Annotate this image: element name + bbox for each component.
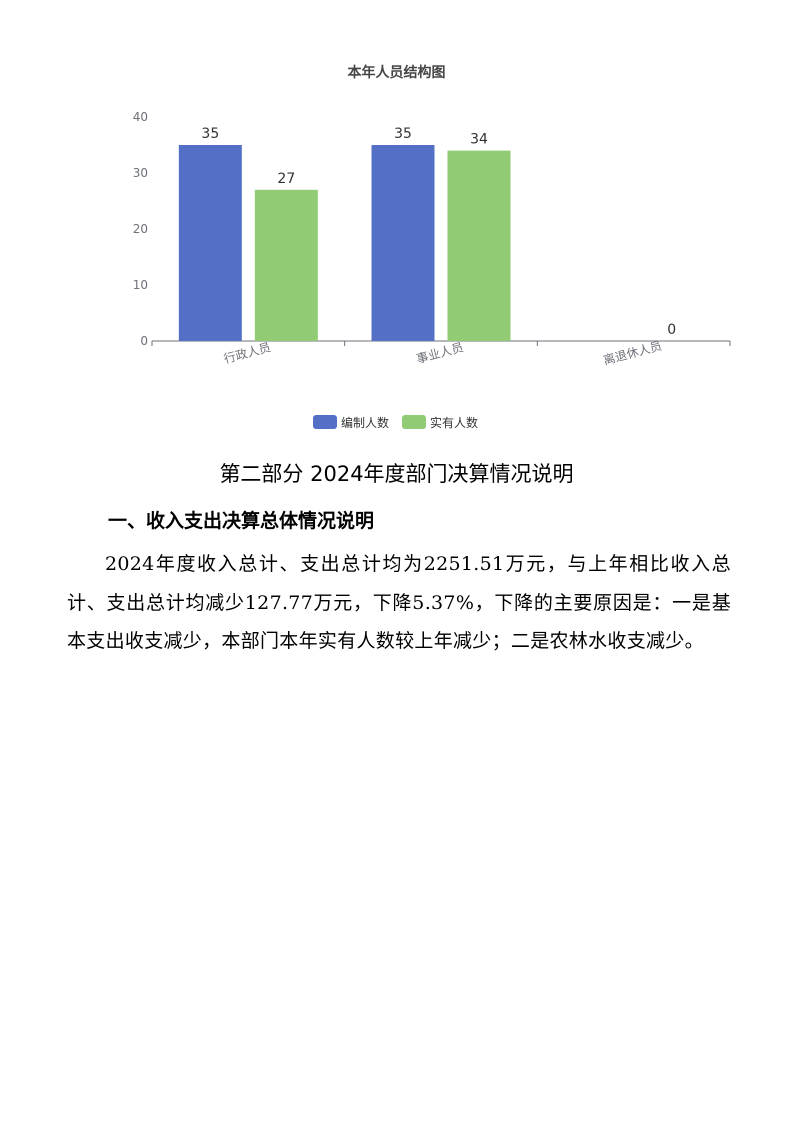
- section-title: 第二部分 2024年度部门决算情况说明: [219, 462, 574, 486]
- y-tick-label: 0: [140, 334, 148, 348]
- legend-swatch: [402, 415, 426, 429]
- bar: [371, 145, 435, 341]
- y-tick-label: 10: [133, 278, 148, 292]
- y-tick-label: 40: [133, 110, 148, 124]
- x-tick-label: 行政人员: [222, 340, 272, 366]
- legend-swatch: [313, 415, 337, 429]
- bar-chart: 0 10 20 30 40 行政人员 事业人员 离退休人员 35 35 27 34 0 编制人数 实有人数: [133, 110, 731, 430]
- data-label: 27: [277, 171, 295, 187]
- data-label: 35: [394, 126, 412, 142]
- x-tick-label: 事业人员: [415, 340, 465, 366]
- data-label: 0: [667, 322, 676, 338]
- y-tick-label: 30: [133, 166, 148, 180]
- bar: [447, 150, 511, 341]
- data-label: 35: [201, 126, 219, 142]
- bar: [178, 145, 242, 341]
- y-tick-label: 20: [133, 222, 148, 236]
- bar: [254, 189, 318, 341]
- x-tick-label: 离退休人员: [602, 338, 664, 368]
- chart-title: 本年人员结构图: [347, 65, 446, 81]
- body-paragraph: 2024年度收入总计、支出总计均为2251.51万元，与上年相比收入总计、支出总…: [67, 553, 731, 652]
- data-label: 34: [470, 132, 488, 148]
- legend-label: 编制人数: [341, 415, 389, 430]
- subsection-title: 一、收入支出决算总体情况说明: [108, 510, 375, 532]
- legend-label: 实有人数: [430, 415, 478, 430]
